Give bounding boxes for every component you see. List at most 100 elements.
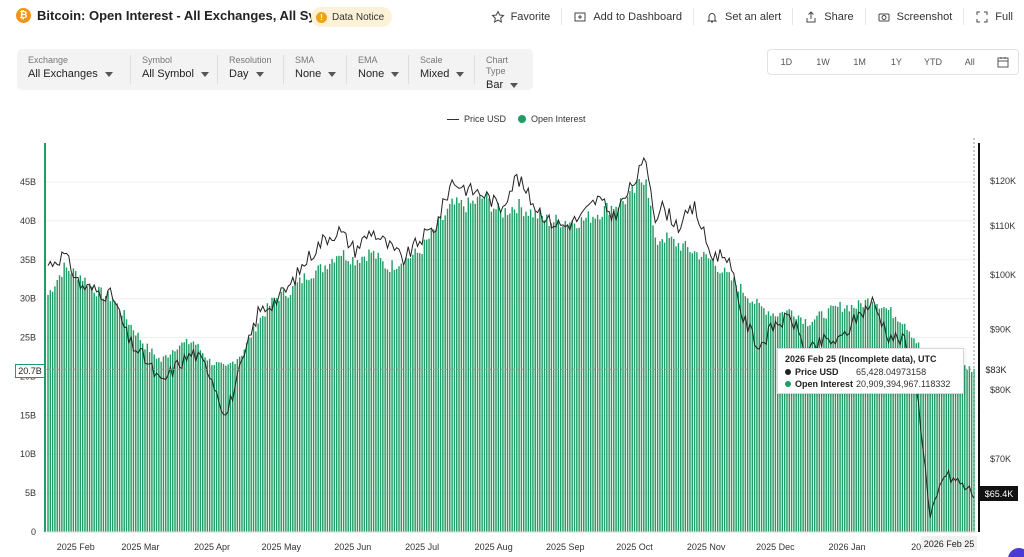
oi-bar: [862, 307, 864, 532]
data-notice-button[interactable]: ! Data Notice: [311, 7, 393, 27]
range-1d-button[interactable]: 1D: [780, 57, 793, 67]
y-right-tick-label: $80K: [990, 385, 1011, 395]
oi-bar: [162, 356, 165, 532]
ema-select[interactable]: EMA None: [347, 55, 409, 84]
oi-bar: [871, 301, 874, 532]
oi-bar: [525, 211, 527, 532]
oi-bar: [497, 203, 500, 532]
oi-bar: [947, 367, 950, 532]
oi-bar: [880, 308, 883, 532]
range-1m-button[interactable]: 1M: [853, 57, 866, 67]
oi-bar: [88, 283, 91, 532]
chat-launcher[interactable]: [1008, 548, 1024, 557]
oi-bar: [774, 316, 777, 532]
oi-bar: [610, 205, 613, 532]
data-notice-label: Data Notice: [332, 11, 385, 23]
oi-bar: [174, 351, 176, 532]
oi-bar: [954, 365, 957, 532]
exchange-select[interactable]: Exchange All Exchanges: [17, 55, 131, 84]
share-button[interactable]: Share: [792, 8, 864, 25]
oi-bar: [273, 297, 276, 532]
oi-bar: [813, 319, 816, 532]
oi-bar: [278, 300, 280, 532]
oi-bar: [100, 287, 102, 532]
oi-bar: [310, 278, 312, 532]
oi-bar: [499, 210, 502, 532]
oi-bar: [322, 272, 324, 532]
oi-bar: [340, 255, 342, 532]
oi-bar: [892, 318, 894, 532]
chevron-down-icon: [456, 71, 465, 77]
oi-bar: [908, 331, 911, 532]
range-1y-button[interactable]: 1Y: [890, 57, 902, 67]
chart-type-select[interactable]: Chart Type Bar: [475, 55, 533, 91]
oi-bar: [181, 342, 183, 532]
oi-bar: [894, 316, 897, 532]
price-legend-label[interactable]: Price USD: [464, 114, 507, 124]
oi-bar: [938, 368, 941, 532]
oi-bar: [476, 196, 479, 533]
oi-bar: [190, 342, 192, 532]
oi-bar: [897, 321, 899, 532]
resolution-select[interactable]: Resolution Day: [218, 55, 284, 84]
set-alert-button[interactable]: Set an alert: [692, 8, 792, 25]
oi-bar: [105, 295, 107, 532]
range-all-button[interactable]: All: [964, 57, 975, 67]
chevron-down-icon: [104, 71, 113, 77]
time-range-selector: 1D 1W 1M 1Y YTD All: [767, 49, 1019, 75]
oi-bar: [887, 310, 890, 532]
oi-bar: [345, 260, 347, 532]
oi-bar: [248, 337, 250, 532]
oi-bar: [873, 304, 876, 532]
oi-bar: [557, 219, 560, 532]
oi-bar: [356, 259, 359, 532]
oi-bar: [155, 358, 158, 532]
oi-bar: [559, 227, 562, 532]
oi-bar: [860, 303, 862, 532]
oi-bar: [587, 211, 590, 532]
oi-bar: [742, 292, 744, 532]
oi-bar: [86, 286, 88, 532]
oi-bar: [79, 275, 82, 532]
oi-bar: [689, 252, 691, 532]
screenshot-button[interactable]: Screenshot: [864, 8, 964, 25]
sma-select[interactable]: SMA None: [284, 55, 347, 84]
oi-bar: [183, 342, 185, 532]
chart-type-value: Bar: [486, 79, 504, 91]
y-left-tick-label: 30B: [20, 294, 36, 304]
scale-select[interactable]: Scale Mixed: [409, 55, 475, 84]
oi-bar: [885, 308, 887, 532]
range-ytd-button[interactable]: YTD: [924, 57, 943, 67]
oi-bar: [640, 182, 643, 533]
range-1w-button[interactable]: 1W: [816, 57, 830, 67]
add-to-dashboard-button[interactable]: Add to Dashboard: [561, 8, 693, 25]
oi-legend-label[interactable]: Open Interest: [531, 114, 586, 124]
oi-bar: [153, 354, 155, 532]
oi-bar: [957, 365, 959, 532]
oi-bar: [49, 290, 52, 532]
oi-bar: [638, 178, 640, 532]
oi-bar: [816, 315, 818, 532]
oi-bar: [578, 227, 580, 532]
oi-bar: [830, 305, 832, 532]
oi-bar: [823, 317, 825, 532]
oi-bar: [389, 272, 391, 532]
oi-bar: [178, 345, 181, 532]
x-tick-label: 2025 May: [261, 542, 301, 552]
chevron-down-icon: [510, 82, 519, 88]
fullscreen-button[interactable]: Full: [963, 8, 1024, 25]
share-label: Share: [824, 10, 854, 23]
symbol-select[interactable]: Symbol All Symbol: [131, 55, 218, 84]
oi-bar: [243, 349, 245, 532]
x-tick-label: 2025 Oct: [616, 542, 653, 552]
calendar-button[interactable]: [988, 56, 1018, 68]
oi-bar: [483, 198, 486, 532]
oi-bar: [555, 214, 557, 533]
favorite-button[interactable]: Favorite: [480, 8, 562, 25]
scale-label: Scale: [420, 55, 443, 65]
oi-bar: [352, 256, 354, 532]
open-interest-chart[interactable]: 05B10B15B20B25B30B35B40B45B$70K$80K$90K$…: [0, 130, 1024, 557]
oi-bar: [130, 324, 132, 532]
oi-bar: [723, 267, 726, 532]
oi-bar: [719, 273, 721, 532]
